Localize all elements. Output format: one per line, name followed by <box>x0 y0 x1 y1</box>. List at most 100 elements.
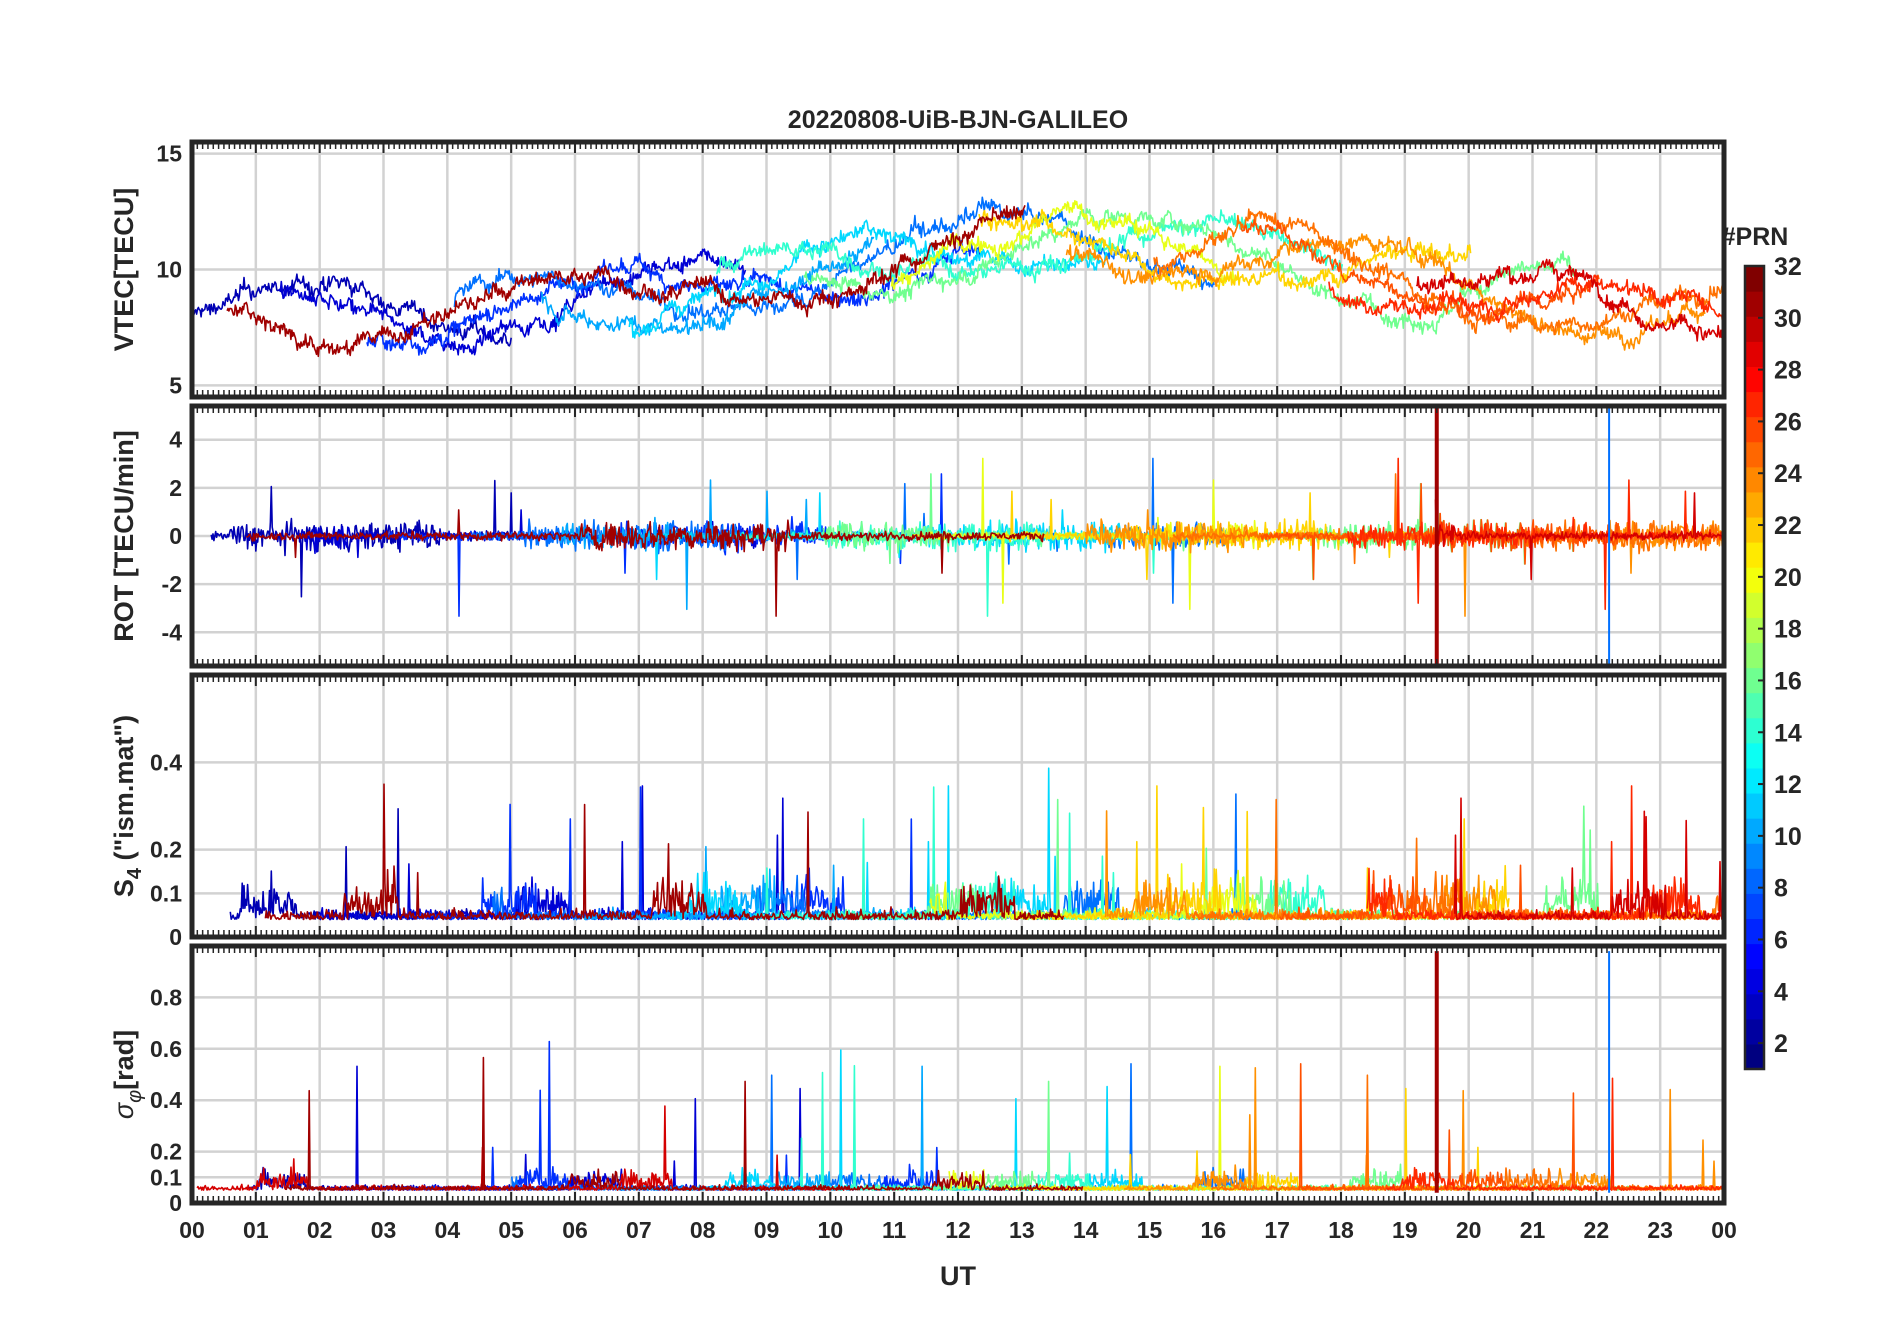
series-group-vtec <box>192 196 1724 358</box>
colorbar-tick-label: 16 <box>1774 667 1802 695</box>
colorbar-tick-label: 2 <box>1774 1030 1788 1058</box>
series-prn-3 <box>278 248 747 356</box>
x-tick-label: 03 <box>371 1217 397 1243</box>
colorbar-segment <box>1745 617 1764 644</box>
y-axis-label-vtec: VTEC[TECU] <box>109 188 139 352</box>
series-prn-11 <box>628 219 1109 339</box>
x-tick-label: 11 <box>882 1217 907 1243</box>
x-tick-label: 00 <box>1711 1217 1737 1243</box>
spike-group-sigma <box>1434 951 1611 1193</box>
series-prn-30 <box>1434 492 1724 581</box>
colorbar-segment <box>1745 667 1764 694</box>
x-tick-label: 22 <box>1584 1217 1610 1243</box>
y-tick-label-s4: 0.1 <box>150 880 182 906</box>
colorbar-tick-label: 30 <box>1774 305 1802 333</box>
colorbar-segment <box>1745 818 1764 844</box>
x-tick-label: 08 <box>690 1217 716 1243</box>
colorbar-tick-label: 12 <box>1774 771 1802 799</box>
grid-sigma <box>192 946 1724 1205</box>
colorbar-segment <box>1745 1043 1764 1070</box>
colorbar-tick-label: 32 <box>1774 253 1802 281</box>
series-prn-27 <box>1328 274 1724 327</box>
colorbar-segment <box>1745 516 1764 543</box>
y-tick-label-sigma: 0.2 <box>150 1139 182 1165</box>
x-minor-ticks-s4 <box>196 675 1720 937</box>
colorbar-segment <box>1745 742 1764 769</box>
colorbar-segment <box>1745 692 1764 719</box>
y-tick-label-sigma: 0.8 <box>150 984 182 1010</box>
colorbar-segment <box>1745 893 1764 920</box>
series-prn-5 <box>424 1040 1038 1191</box>
y-tick-label-s4: 0.2 <box>150 837 182 863</box>
colorbar-segment <box>1745 642 1764 669</box>
x-minor-ticks-vtec <box>196 142 1720 397</box>
y-tick-label-sigma: 0.4 <box>150 1087 182 1113</box>
colorbar-tick-label: 24 <box>1774 460 1802 488</box>
colorbar-segment <box>1745 868 1764 894</box>
y-tick-label-s4: 0 <box>169 924 182 950</box>
series-prn-3 <box>336 1065 804 1191</box>
series-prn-30 <box>1415 258 1724 342</box>
y-axis-label-s4: S4 ("ism.mat") <box>109 715 146 897</box>
colorbar-tick-label: 10 <box>1774 823 1802 851</box>
colorbar-tick-label: 28 <box>1774 357 1802 385</box>
colorbar-segment <box>1745 993 1764 1020</box>
colorbar-segment <box>1745 266 1764 292</box>
x-tick-label: 16 <box>1201 1217 1227 1243</box>
colorbar-segment <box>1745 1018 1764 1045</box>
x-tick-label: 20 <box>1456 1217 1482 1243</box>
panel-sigma: 00.10.20.40.60.8σφ[rad]00 01 02 03 04 05 06 07 0… <box>109 943 1737 1243</box>
panel-s4: 00.10.20.4S4 ("ism.mat") <box>109 672 1727 950</box>
x-tick-label: 10 <box>818 1217 844 1243</box>
series-prn-26 <box>1279 864 1638 921</box>
x-tick-label: 14 <box>1073 1217 1099 1243</box>
colorbar-segment <box>1745 767 1764 794</box>
colorbar-tick-label: 14 <box>1774 719 1802 747</box>
y-tick-label-rot: 0 <box>169 523 182 549</box>
y-axis-label-sub: φ <box>124 1090 146 1103</box>
x-tick-label: 13 <box>1009 1217 1035 1243</box>
x-axis-label: UT <box>940 1261 976 1291</box>
series-prn-21 <box>978 208 1472 292</box>
x-tick-label: 23 <box>1647 1217 1673 1243</box>
series-prn-31 <box>264 783 1065 921</box>
colorbar-tick-label: 22 <box>1774 512 1802 540</box>
y-axis-label-sub: 4 <box>124 867 146 879</box>
colorbar-segment <box>1745 291 1764 317</box>
colorbar-tick-label: 20 <box>1774 564 1802 592</box>
y-tick-label-sigma: 0 <box>169 1190 182 1216</box>
series-prn-27 <box>1385 1077 1724 1191</box>
panel-rot: -4 -2 0 2 4 ROT [TECU/min] <box>109 403 1727 669</box>
colorbar-frame <box>1743 264 1766 1071</box>
series-group-sigma <box>196 1040 1724 1191</box>
x-minor-ticks-rot <box>196 406 1720 666</box>
x-tick-label: 05 <box>498 1217 524 1243</box>
series-prn-19 <box>948 1065 1295 1191</box>
x-minor-ticks-sigma <box>196 946 1720 1203</box>
colorbar-segment <box>1745 592 1764 618</box>
x-tick-label: 06 <box>562 1217 588 1243</box>
colorbar-segment <box>1745 843 1764 869</box>
chart-title: 20220808-UiB-BJN-GALILEO <box>788 106 1128 134</box>
series-prn-9 <box>541 236 875 336</box>
y-axis-label-rest: ("ism.mat") <box>109 715 139 868</box>
colorbar-tick-label: 18 <box>1774 616 1802 644</box>
y-axis-label-rot: ROT [TECU/min] <box>109 430 139 641</box>
x-tick-label: 09 <box>754 1217 780 1243</box>
y-tick-label-rot: 2 <box>169 475 182 501</box>
colorbar-segment <box>1745 341 1764 367</box>
x-tick-label: 19 <box>1392 1217 1418 1243</box>
spike-group-rot <box>1434 408 1611 664</box>
y-axis-label-main: σ <box>109 1101 139 1119</box>
panel-vtec: 5 10 15 VTEC[TECU] <box>109 139 1727 400</box>
series-prn-31 <box>226 205 1026 358</box>
y-tick-label-rot: -2 <box>162 571 182 597</box>
x-tick-label: 00 <box>179 1217 205 1243</box>
colorbar-segment <box>1745 416 1764 443</box>
y-tick-label-vtec: 15 <box>156 141 182 167</box>
series-prn-26 <box>1298 1063 1657 1191</box>
colorbar-segment <box>1745 491 1764 518</box>
x-tick-label: 17 <box>1264 1217 1290 1243</box>
